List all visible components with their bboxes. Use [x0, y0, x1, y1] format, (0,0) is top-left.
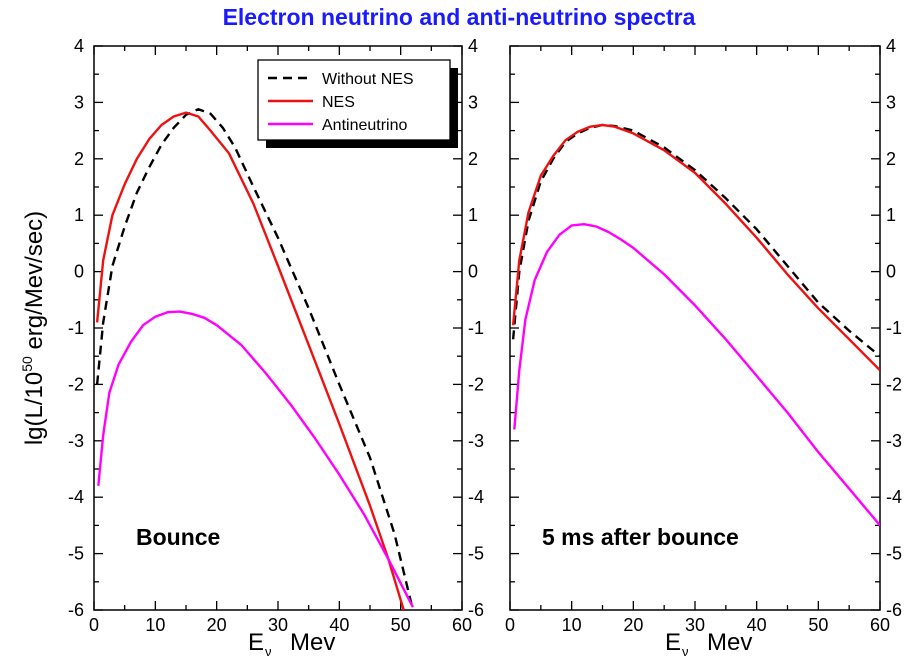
x-axis-label-subscript: ν [265, 644, 272, 659]
y-tick-label-right: 4 [886, 36, 896, 56]
x-tick-label: 30 [685, 615, 705, 635]
y-tick-label-right: -4 [468, 487, 484, 507]
y-tick-label-right: -2 [468, 374, 484, 394]
x-axis-label: E [665, 629, 681, 656]
y-tick-label-right: 3 [468, 92, 478, 112]
y-tick-label-right: 2 [468, 149, 478, 169]
panel-1: 0 10 20 30 40 50 60-6 -6-5 -5-4 -4-3 -3-2 -2-1 -10 01… [19, 36, 484, 659]
legend-label: NES [322, 94, 355, 111]
x-tick-label: 50 [808, 615, 828, 635]
chart-title: Electron neutrino and anti-neutrino spec… [222, 4, 696, 30]
y-tick-label: 3 [74, 92, 84, 112]
y-tick-label: 1 [74, 205, 84, 225]
panel-label: Bounce [136, 524, 220, 550]
y-tick-label-right: -1 [468, 318, 484, 338]
y-tick-label-right: 0 [468, 262, 478, 282]
series-line-antineutrino [97, 310, 414, 608]
y-tick-label-right: -5 [468, 544, 484, 564]
legend-label: Without NES [322, 71, 414, 88]
x-tick-label: 60 [870, 615, 890, 635]
x-axis-label-subscript: ν [682, 644, 689, 659]
x-tick-label: 50 [391, 615, 411, 635]
x-axis-unit: Mev [290, 629, 335, 656]
x-axis-unit: Mev [707, 629, 752, 656]
y-tick-label: -1 [68, 318, 84, 338]
y-tick-label-right: -4 [886, 487, 902, 507]
series-line-nes [95, 111, 405, 610]
x-tick-label: 60 [452, 615, 472, 635]
y-tick-label-right: -1 [886, 318, 902, 338]
y-tick-label-right: 2 [886, 149, 896, 169]
y-tick-label-right: 1 [468, 205, 478, 225]
series-line-antineutrino [513, 223, 880, 527]
y-tick-label: 4 [74, 36, 84, 56]
y-tick-label-right: 3 [886, 92, 896, 112]
x-tick-label: 30 [268, 615, 288, 635]
y-tick-label: 0 [74, 262, 84, 282]
series-line-nes [511, 123, 880, 372]
y-tick-label: -2 [68, 374, 84, 394]
x-tick-label: 0 [505, 615, 515, 635]
panel-2: 0 10 20 30 40 50 60-6 -5 -4 -3 -2 -1 0 1 2 3 4 E ν Mev 5 ms … [505, 36, 902, 659]
y-tick-label-right: -2 [886, 374, 902, 394]
x-tick-label: 40 [329, 615, 349, 635]
y-tick-label: 2 [74, 149, 84, 169]
y-tick-label: -6 [68, 600, 84, 620]
panel-label: 5 ms after bounce [542, 524, 739, 550]
y-tick-label-right: 0 [886, 262, 896, 282]
x-tick-label: 0 [89, 615, 99, 635]
x-axis-label: E [248, 629, 264, 656]
y-tick-label: -3 [68, 431, 84, 451]
y-tick-label-right: 1 [886, 205, 896, 225]
y-tick-label-right: -5 [886, 544, 902, 564]
legend-label: Antineutrino [322, 117, 407, 134]
y-tick-label: -5 [68, 544, 84, 564]
y-axis-label: lg(L/1050 erg/Mev/sec) [19, 211, 48, 445]
y-tick-label-right: -3 [886, 431, 902, 451]
series-line-without-nes [511, 123, 880, 358]
y-tick-label-right: -6 [468, 600, 484, 620]
x-tick-label: 10 [562, 615, 582, 635]
x-tick-label: 40 [747, 615, 767, 635]
x-tick-label: 20 [623, 615, 643, 635]
x-tick-label: 20 [207, 615, 227, 635]
y-tick-label: -4 [68, 487, 84, 507]
x-tick-label: 10 [145, 615, 165, 635]
y-tick-label-right: 4 [468, 36, 478, 56]
series-line-without-nes [95, 108, 415, 610]
y-tick-label-right: -6 [886, 600, 902, 620]
y-tick-label-right: -3 [468, 431, 484, 451]
